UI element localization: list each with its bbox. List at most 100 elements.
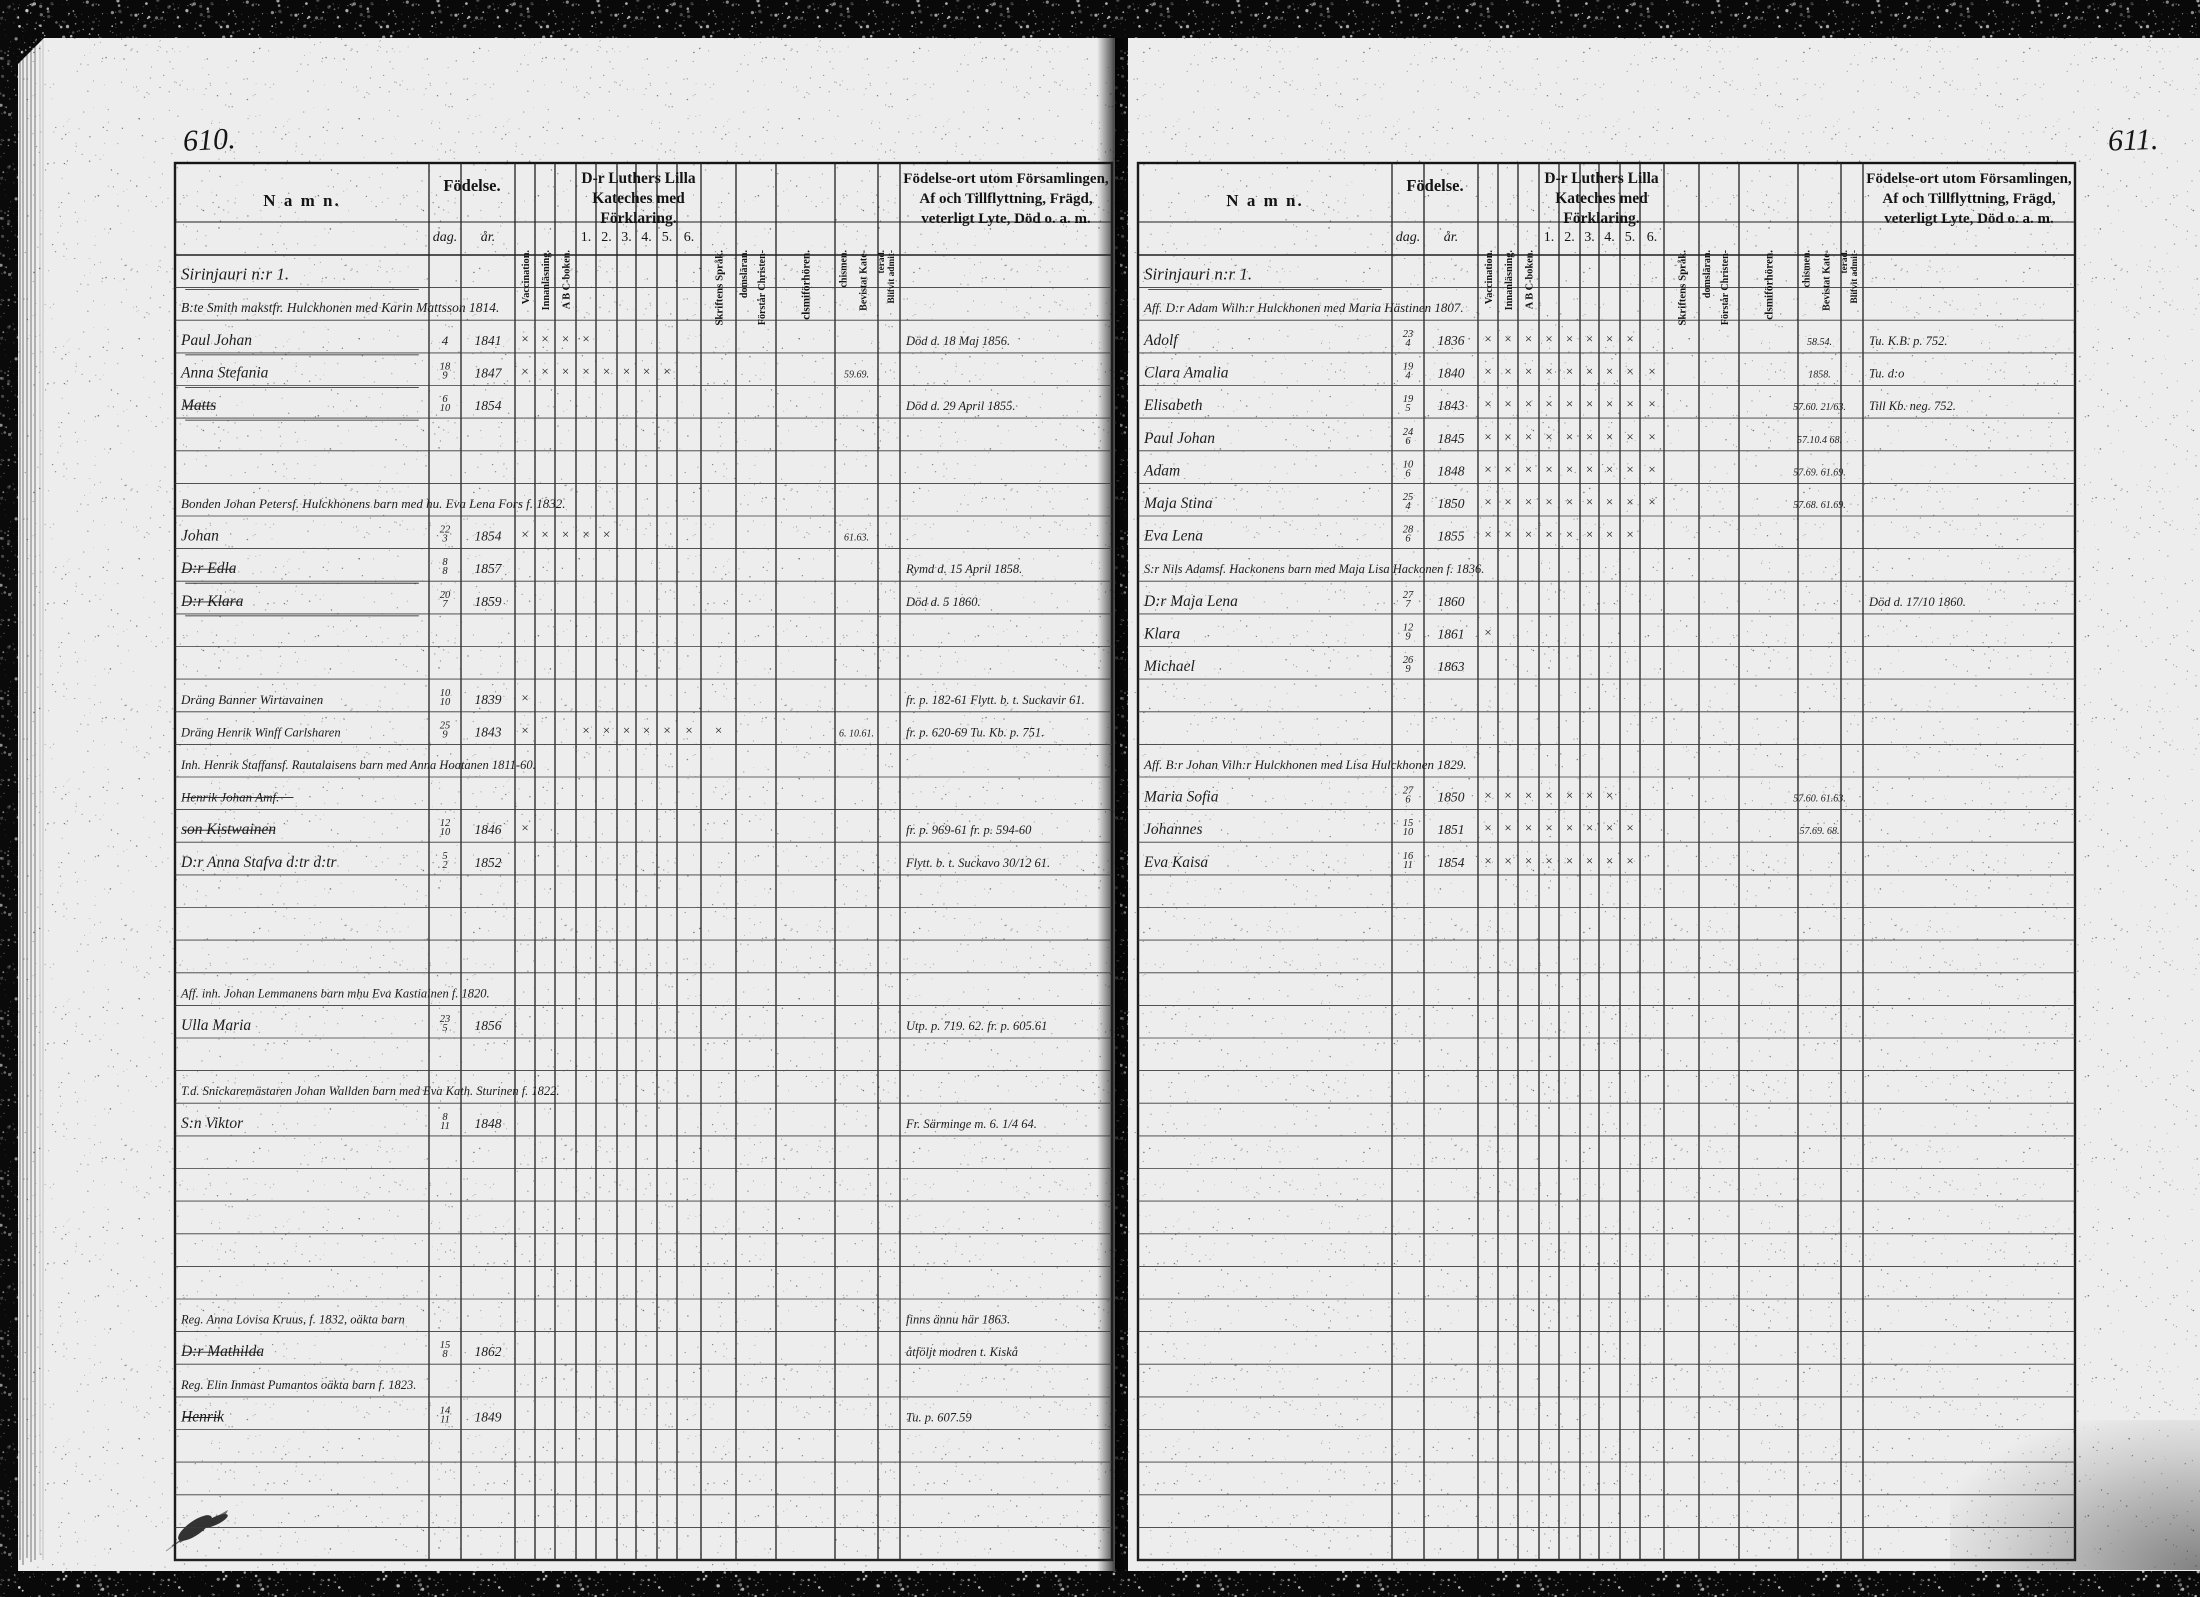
svg-text:1859: 1859 (475, 594, 502, 609)
svg-text:×: × (1525, 461, 1532, 476)
svg-text:5: 5 (442, 1023, 447, 1034)
svg-text:59.69.: 59.69. (844, 370, 869, 381)
svg-text:chismen.: chismen. (839, 250, 850, 288)
svg-text:×: × (562, 527, 569, 542)
svg-text:Förstår Christen-: Förstår Christen- (757, 250, 768, 325)
svg-text:×: × (1525, 527, 1532, 542)
svg-text:3: 3 (441, 534, 447, 545)
svg-text:1.: 1. (1544, 230, 1555, 245)
svg-text:61.63.: 61.63. (844, 533, 869, 544)
svg-text:×: × (1626, 820, 1633, 835)
svg-text:×: × (1484, 331, 1491, 346)
svg-text:2.: 2. (1564, 230, 1575, 245)
svg-text:1.: 1. (581, 230, 592, 245)
svg-text:×: × (1525, 429, 1532, 444)
svg-text:57.60. 61.63.: 57.60. 61.63. (1793, 794, 1846, 805)
svg-text:×: × (1586, 331, 1593, 346)
svg-text:år.: år. (1444, 230, 1458, 245)
svg-text:10: 10 (440, 403, 451, 414)
svg-text:Blifvit admit-: Blifvit admit- (887, 250, 897, 303)
svg-text:D-r Luthers Lilla: D-r Luthers Lilla (581, 170, 695, 187)
svg-text:Matts: Matts (180, 397, 216, 414)
svg-text:×: × (1525, 331, 1532, 346)
svg-text:×: × (1484, 494, 1491, 509)
svg-text:dag.: dag. (433, 230, 458, 245)
svg-text:domsläran.: domsläran. (739, 250, 750, 299)
svg-text:10: 10 (440, 697, 451, 708)
svg-text:×: × (1545, 331, 1552, 346)
svg-text:×: × (1606, 461, 1613, 476)
svg-text:6: 6 (1405, 534, 1411, 545)
svg-text:fr. p. 969-61 fr. p. 594-60: fr. p. 969-61 fr. p. 594-60 (906, 823, 1032, 837)
svg-text:9: 9 (442, 371, 448, 382)
svg-text:Förstår Christen-: Förstår Christen- (1720, 250, 1731, 325)
svg-text:domsläran.: domsläran. (1702, 250, 1713, 299)
svg-text:7: 7 (1405, 599, 1411, 610)
svg-text:4: 4 (442, 333, 449, 348)
svg-text:Anna Stefania: Anna Stefania (180, 365, 269, 382)
svg-text:×: × (521, 331, 528, 346)
svg-text:4: 4 (1405, 371, 1411, 382)
svg-text:Eva Lena: Eva Lena (1143, 528, 1203, 545)
svg-text:S:n Viktor: S:n Viktor (181, 1115, 244, 1132)
svg-text:×: × (1566, 494, 1573, 509)
svg-text:×: × (562, 331, 569, 346)
svg-text:×: × (663, 722, 670, 737)
svg-text:Aff. inh. Johan Lemmanens barn: Aff. inh. Johan Lemmanens barn mhu Eva K… (180, 986, 490, 1000)
svg-text:×: × (715, 722, 722, 737)
svg-text:Födelse-ort utom Församlingen,: Födelse-ort utom Församlingen, (903, 171, 1109, 187)
svg-text:×: × (1606, 788, 1613, 803)
svg-text:×: × (541, 527, 548, 542)
svg-text:6. 10.61.: 6. 10.61. (839, 728, 874, 739)
svg-text:D:r Edla: D:r Edla (180, 560, 237, 577)
svg-text:1843: 1843 (475, 724, 502, 739)
svg-text:×: × (1648, 461, 1655, 476)
svg-text:son Kistwainen: son Kistwainen (181, 821, 276, 838)
svg-text:×: × (1648, 396, 1655, 411)
svg-text:Innanläsning.: Innanläsning. (1504, 250, 1515, 311)
svg-text:8: 8 (442, 566, 448, 577)
svg-text:×: × (521, 527, 528, 542)
svg-text:×: × (541, 364, 548, 379)
svg-text:×: × (1566, 364, 1573, 379)
svg-text:×: × (1566, 853, 1573, 868)
svg-text:Tu. d:o: Tu. d:o (1869, 367, 1904, 381)
svg-text:Förklaring.: Förklaring. (1563, 210, 1639, 227)
svg-text:×: × (1484, 820, 1491, 835)
svg-text:Död d. 17/10 1860.: Död d. 17/10 1860. (1868, 595, 1966, 609)
svg-text:D:r Anna Stafva d:tr d:tr: D:r Anna Stafva d:tr d:tr (180, 854, 338, 871)
svg-text:dag.: dag. (1396, 230, 1421, 245)
svg-text:Tu. K.B. p. 752.: Tu. K.B. p. 752. (1869, 334, 1948, 348)
svg-text:×: × (1606, 331, 1613, 346)
svg-text:Adolf: Adolf (1143, 332, 1180, 349)
svg-text:611.: 611. (2107, 123, 2158, 158)
svg-text:×: × (1545, 461, 1552, 476)
svg-text:×: × (1586, 429, 1593, 444)
svg-text:×: × (643, 722, 650, 737)
svg-text:clsmiförhören.: clsmiförhören. (1764, 250, 1776, 320)
svg-text:1845: 1845 (1438, 431, 1465, 446)
svg-text:Aff. B:r Johan Vilh:r Hulckhon: Aff. B:r Johan Vilh:r Hulckhonen med Lis… (1143, 757, 1467, 772)
svg-text:1841: 1841 (475, 333, 502, 348)
svg-text:×: × (1606, 820, 1613, 835)
svg-text:Henrik Johan Amf.: Henrik Johan Amf. (180, 790, 279, 805)
svg-text:Utp. p. 719. 62. fr. p. 605.61: Utp. p. 719. 62. fr. p. 605.61 (906, 1019, 1047, 1033)
svg-text:610.: 610. (182, 122, 236, 158)
svg-text:×: × (521, 820, 528, 835)
svg-text:×: × (1525, 820, 1532, 835)
svg-text:×: × (663, 364, 670, 379)
svg-text:Kateches med: Kateches med (592, 190, 685, 207)
svg-text:Död d. 5 1860.: Död d. 5 1860. (905, 595, 981, 609)
svg-text:Vaccination.: Vaccination. (521, 250, 532, 305)
svg-text:Kateches med: Kateches med (1555, 190, 1648, 207)
svg-text:veterligt Lyte, Död o. a. m.: veterligt Lyte, Död o. a. m. (1884, 211, 2054, 227)
svg-text:Vaccination.: Vaccination. (1484, 250, 1495, 305)
svg-text:6: 6 (1405, 436, 1411, 447)
svg-text:×: × (1504, 853, 1511, 868)
svg-text:Skriftens Språk.: Skriftens Språk. (1677, 250, 1689, 326)
svg-text:×: × (521, 690, 528, 705)
svg-text:Johannes: Johannes (1144, 821, 1203, 838)
svg-text:1848: 1848 (475, 1116, 502, 1131)
svg-text:6: 6 (1405, 795, 1411, 806)
svg-text:6.: 6. (684, 230, 695, 245)
